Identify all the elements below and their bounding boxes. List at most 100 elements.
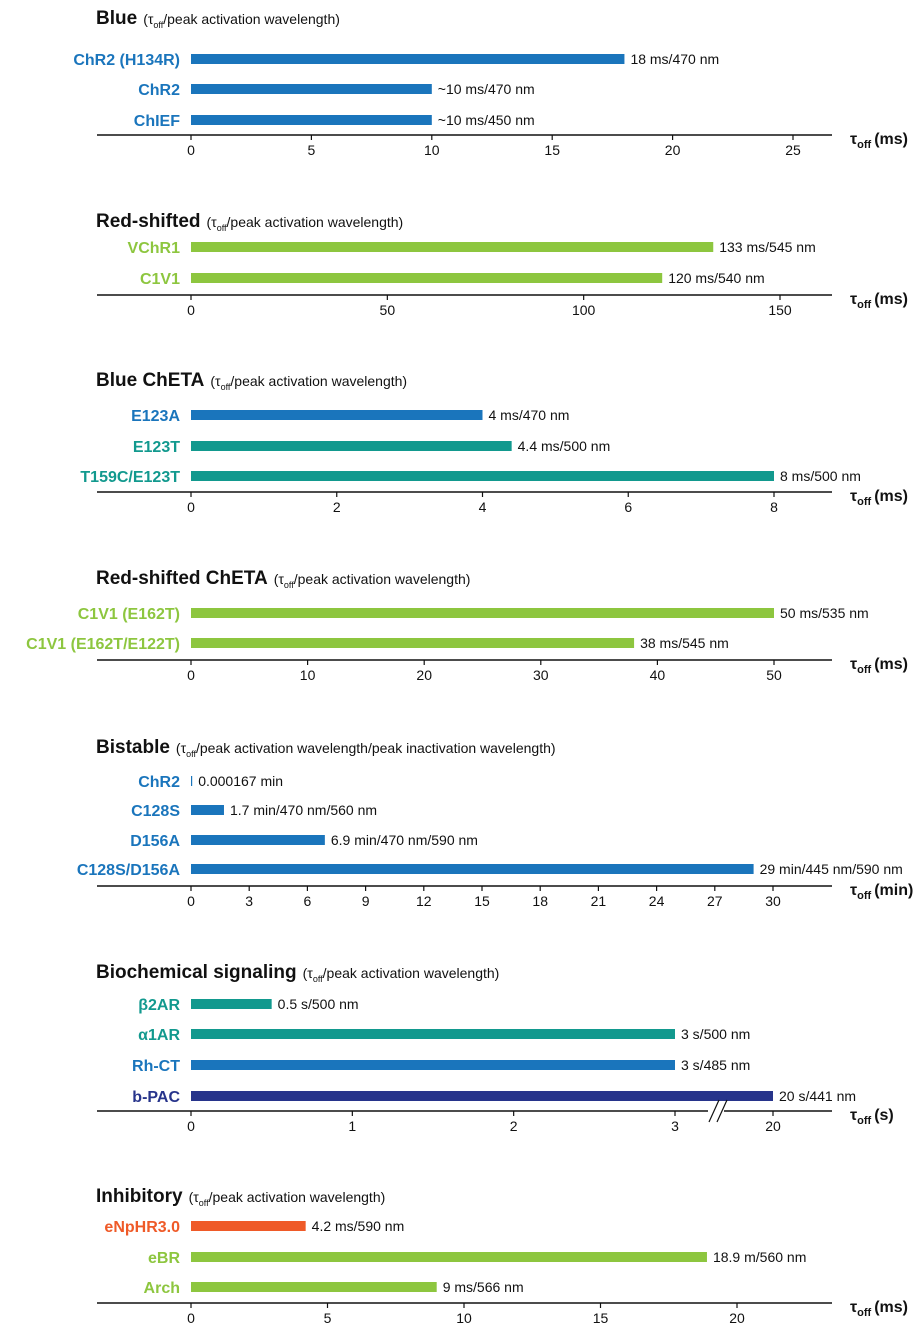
bar-b-pac (191, 1091, 773, 1101)
bar--2ar (191, 999, 272, 1009)
bar-label: C1V1 (140, 271, 180, 288)
panel-subtitle-off: off (199, 1198, 209, 1208)
x-tick-label: 0 (187, 893, 195, 909)
x-tick-label: 9 (362, 893, 370, 909)
panel-title: Red-shifted ChETA (96, 568, 268, 589)
bar-label: C128S (131, 803, 180, 820)
x-tick-label: 0 (187, 142, 195, 158)
bar-label: eNpHR3.0 (104, 1219, 180, 1236)
panel-title: Bistable (96, 737, 170, 758)
panel-subtitle-tau: (τ (189, 1189, 200, 1205)
bar-t159c-e123t (191, 471, 774, 481)
data-label: ~10 ms/470 nm (438, 81, 535, 97)
bar-d156a (191, 835, 325, 845)
x-tick-label: 18 (532, 893, 548, 909)
bar-label: ChR2 (H134R) (73, 52, 180, 69)
x-axis-label-unit: (ms) (874, 1299, 908, 1316)
x-tick-label: 0 (187, 302, 195, 318)
panel-title: Inhibitory (96, 1186, 183, 1207)
data-label: 3 s/485 nm (681, 1057, 750, 1073)
panel-subtitle-off: off (217, 223, 227, 233)
x-tick-label: 50 (380, 302, 396, 318)
data-label: 29 min/445 nm/590 nm (760, 861, 903, 877)
x-axis-label: τoff (ms) (850, 488, 908, 508)
x-axis-label-tau: τ (850, 131, 857, 148)
x-tick-label: 5 (324, 1310, 332, 1326)
x-tick-label: 20 (729, 1310, 745, 1326)
bar-label: C1V1 (E162T/E122T) (26, 636, 180, 653)
data-label: 50 ms/535 nm (780, 605, 869, 621)
panel-subtitle: (τoff/peak activation wavelength) (143, 11, 340, 30)
data-label: 8 ms/500 nm (780, 468, 861, 484)
data-label: 1.7 min/470 nm/560 nm (230, 802, 377, 818)
bar-vchr1 (191, 242, 713, 252)
data-label: 120 ms/540 nm (668, 270, 765, 286)
panel-title: Red-shifted (96, 211, 201, 232)
data-label: 9 ms/566 nm (443, 1279, 524, 1295)
x-axis-label: τoff (ms) (850, 291, 908, 311)
bar-label: Rh-CT (132, 1058, 180, 1075)
x-tick-label: 20 (665, 142, 681, 158)
panel-subtitle-tau: (τ (303, 965, 314, 981)
panel-subtitle-tau: (τ (210, 373, 221, 389)
x-tick-label: 30 (533, 667, 549, 683)
bar-rh-ct (191, 1060, 675, 1070)
data-label: 133 ms/545 nm (719, 239, 816, 255)
x-axis-label-tau: τ (850, 488, 857, 505)
x-tick-label: 40 (650, 667, 666, 683)
panel-blue: Blue (τoff/peak activation wavelength)ChR… (73, 8, 908, 158)
x-axis-label-unit: (ms) (874, 291, 908, 308)
x-tick-label: 3 (671, 1118, 679, 1134)
x-axis-label: τoff (min) (850, 882, 913, 902)
bar-ebr (191, 1252, 707, 1262)
data-label: 4 ms/470 nm (489, 407, 570, 423)
x-axis-label-off: off (857, 1307, 871, 1319)
x-axis-label-off: off (857, 890, 871, 902)
panel-subtitle-tau: (τ (176, 740, 187, 756)
data-label: 0.5 s/500 nm (278, 996, 359, 1012)
x-axis-label-unit: (ms) (874, 656, 908, 673)
x-tick-label: 0 (187, 667, 195, 683)
x-axis-label-off: off (857, 299, 871, 311)
x-tick-label: 2 (510, 1118, 518, 1134)
panel-red-shifted-cheta: Red-shifted ChETA (τoff/peak activation w… (26, 568, 908, 683)
x-tick-label: 10 (424, 142, 440, 158)
data-label: 18 ms/470 nm (630, 51, 719, 67)
bar--1ar (191, 1029, 675, 1039)
bar-e123a (191, 410, 483, 420)
x-tick-label: 27 (707, 893, 723, 909)
panel-subtitle-off: off (284, 580, 294, 590)
bar-label: ChIEF (134, 113, 180, 130)
x-axis-label-off: off (857, 1115, 871, 1127)
data-label: 6.9 min/470 nm/590 nm (331, 832, 478, 848)
x-tick-label: 3 (245, 893, 253, 909)
bar-label: C128S/D156A (77, 862, 181, 879)
bar-chr2-h134r- (191, 54, 624, 64)
panel-bistable: Bistable (τoff/peak activation wavelength… (77, 737, 913, 909)
panel-subtitle: (τoff/peak activation wavelength/peak in… (176, 740, 556, 759)
bar-c128s-d156a (191, 864, 754, 874)
bar-chr2 (191, 776, 192, 786)
x-tick-label: 100 (572, 302, 596, 318)
x-tick-label: 10 (456, 1310, 472, 1326)
x-tick-label: 25 (785, 142, 801, 158)
x-tick-label: 15 (593, 1310, 609, 1326)
panel-subtitle: (τoff/peak activation wavelength) (303, 965, 500, 984)
x-tick-label: 4 (479, 499, 487, 515)
x-tick-label: 1 (348, 1118, 356, 1134)
x-axis-label: τoff (ms) (850, 131, 908, 151)
panel-subtitle-rest: /peak activation wavelength/peak inactiv… (196, 740, 556, 756)
data-label: 3 s/500 nm (681, 1026, 750, 1042)
bar-label: D156A (130, 833, 180, 850)
panel-subtitle-off: off (186, 749, 196, 759)
data-label: 20 s/441 nm (779, 1088, 856, 1104)
data-label: 18.9 m/560 nm (713, 1249, 806, 1265)
x-tick-label: 2 (333, 499, 341, 515)
panel-subtitle-off: off (313, 974, 323, 984)
bar-label: T159C/E123T (80, 469, 180, 486)
x-axis-label-off: off (857, 664, 871, 676)
x-tick-label: 10 (300, 667, 316, 683)
panel-blue-cheta: Blue ChETA (τoff/peak activation waveleng… (80, 370, 908, 515)
panel-title: Biochemical signaling (96, 962, 297, 983)
